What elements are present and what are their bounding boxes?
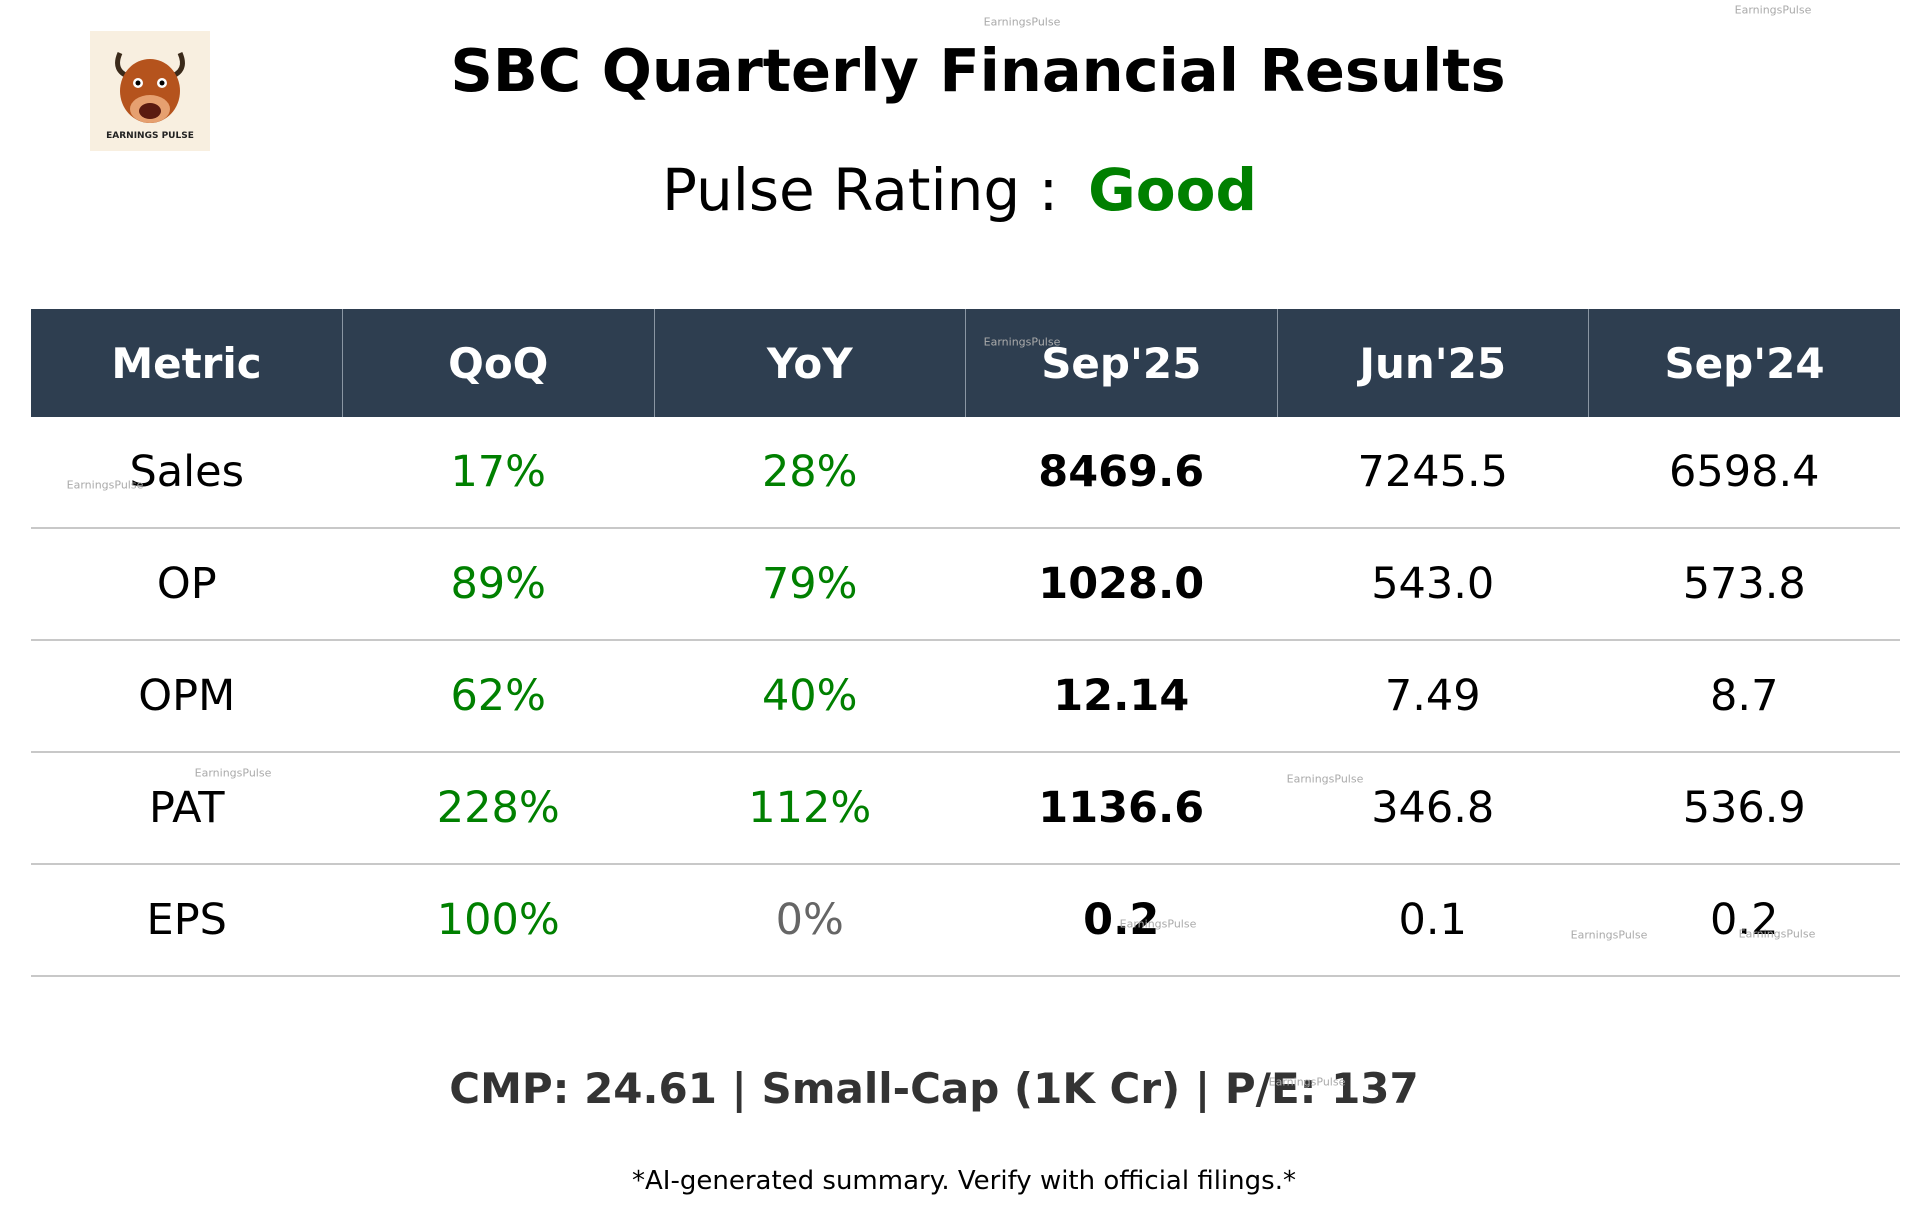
value-cell: 8469.6 (965, 417, 1277, 529)
value-cell: 6598.4 (1588, 417, 1900, 529)
value-cell: 12.14 (965, 640, 1277, 753)
logo (90, 31, 210, 151)
logo-icon (115, 51, 185, 123)
column-header: Sep'25 (965, 309, 1277, 417)
watermark: EarningsPulse (66, 478, 144, 492)
value-cell: 0.1 (1277, 864, 1589, 977)
value-cell: 7245.5 (1277, 417, 1589, 529)
value-cell: 346.8 (1277, 752, 1589, 865)
metric-cell: OP (31, 528, 343, 641)
value-cell: 0% (654, 864, 966, 977)
table-row: Sales 17% 28% 8469.6 7245.5 6598.4 (31, 417, 1900, 529)
watermark: EarningsPulse (194, 766, 272, 780)
value-cell: 543.0 (1277, 528, 1589, 641)
value-cell: 62% (342, 640, 654, 753)
value-cell: 8.7 (1588, 640, 1900, 753)
rating: Pulse Rating : Good (0, 156, 1919, 224)
value-cell: 0.2 (1588, 864, 1900, 977)
column-header: QoQ (342, 309, 654, 417)
disclaimer: *AI-generated summary. Verify with offic… (632, 1166, 1296, 1196)
value-cell: 573.8 (1588, 528, 1900, 641)
rating-label: Pulse Rating : (662, 156, 1059, 224)
value-cell: 0.2 (965, 864, 1277, 977)
value-cell: 228% (342, 752, 654, 865)
value-cell: 536.9 (1588, 752, 1900, 865)
value-cell: 79% (654, 528, 966, 641)
value-cell: 28% (654, 417, 966, 529)
logo-text: EARNINGS PULSE (106, 131, 194, 141)
table-row: OPM 62% 40% 12.14 7.49 8.7 (31, 640, 1900, 753)
value-cell: 89% (342, 528, 654, 641)
column-header: Jun'25 (1276, 309, 1589, 417)
column-header: Sep'24 (1588, 309, 1900, 417)
results-table: Metric QoQ YoY Sep'25 Jun'25 Sep'24 Sales 17% 2… (31, 309, 1900, 977)
value-cell: 1136.6 (965, 752, 1277, 865)
value-cell: 1028.0 (965, 528, 1277, 641)
metric-cell: OPM (31, 640, 343, 753)
watermark: EarningsPulse (983, 335, 1061, 349)
metric-cell: EPS (31, 864, 343, 977)
value-cell: 7.49 (1277, 640, 1589, 753)
table-body: Sales 17% 28% 8469.6 7245.5 6598.4 OP 89% 79% 102… (31, 417, 1900, 977)
value-cell: 40% (654, 640, 966, 753)
value-cell: 17% (342, 417, 654, 529)
watermark: EarningsPulse (1268, 1075, 1346, 1089)
rating-value: Good (1088, 156, 1257, 224)
summary: CMP: 24.61 | Small-Cap (1K Cr) | P/E: 13… (449, 1064, 1419, 1113)
watermark: EarningsPulse (1119, 917, 1197, 931)
value-cell: 112% (654, 752, 966, 865)
watermark: EarningsPulse (1738, 927, 1816, 941)
column-header: Metric (31, 309, 343, 417)
watermark: EarningsPulse (1734, 3, 1812, 17)
table-row: PAT 228% 112% 1136.6 346.8 536.9 (31, 752, 1900, 865)
watermark: EarningsPulse (1286, 772, 1364, 786)
table-row: OP 89% 79% 1028.0 543.0 573.8 (31, 528, 1900, 641)
title: SBC Quarterly Financial Results (450, 36, 1506, 105)
metric-cell: PAT (31, 752, 343, 865)
watermark: EarningsPulse (1570, 928, 1648, 942)
table-row: EPS 100% 0% 0.2 0.1 0.2 (31, 864, 1900, 977)
column-header: YoY (653, 309, 966, 417)
header-row: Metric QoQ YoY Sep'25 Jun'25 Sep'24 (31, 309, 1900, 417)
metric-cell: Sales (31, 417, 343, 529)
value-cell: 100% (342, 864, 654, 977)
watermark: EarningsPulse (983, 15, 1061, 29)
